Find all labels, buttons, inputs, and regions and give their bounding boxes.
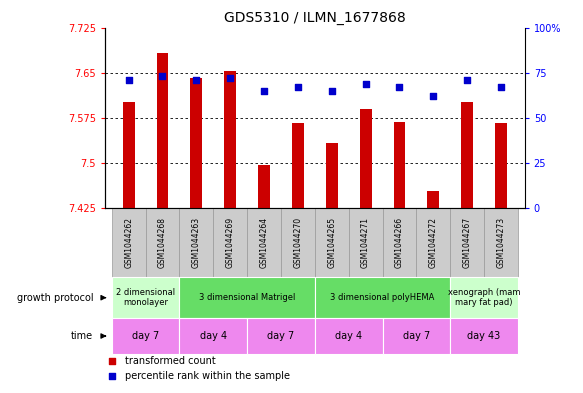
Text: 3 dimensional polyHEMA: 3 dimensional polyHEMA — [331, 293, 435, 302]
Text: GSM1044268: GSM1044268 — [158, 217, 167, 268]
Point — [226, 75, 235, 81]
Bar — [112, 277, 180, 318]
Bar — [416, 208, 450, 277]
Bar — [315, 277, 450, 318]
Bar — [495, 123, 507, 208]
Text: xenograph (mam
mary fat pad): xenograph (mam mary fat pad) — [448, 288, 521, 307]
Bar — [112, 208, 146, 277]
Bar — [394, 122, 405, 208]
Bar — [281, 208, 315, 277]
Bar — [180, 277, 315, 318]
Bar — [360, 109, 371, 208]
Bar — [315, 208, 349, 277]
Bar — [450, 277, 518, 318]
Bar — [122, 102, 135, 208]
Text: GSM1044264: GSM1044264 — [259, 217, 269, 268]
Text: GSM1044273: GSM1044273 — [497, 217, 505, 268]
Bar — [112, 318, 180, 354]
Text: growth protocol: growth protocol — [17, 293, 93, 303]
Bar — [450, 208, 484, 277]
Bar — [224, 72, 236, 208]
Bar — [450, 318, 518, 354]
Bar — [349, 208, 382, 277]
Bar — [427, 191, 439, 208]
Bar — [484, 208, 518, 277]
Bar — [258, 165, 270, 208]
Point — [395, 84, 404, 90]
Bar — [157, 53, 168, 208]
Text: GSM1044266: GSM1044266 — [395, 217, 404, 268]
Point — [293, 84, 303, 90]
Bar — [315, 318, 382, 354]
Bar — [191, 78, 202, 208]
Text: GSM1044271: GSM1044271 — [361, 217, 370, 268]
Text: GSM1044265: GSM1044265 — [327, 217, 336, 268]
Text: GSM1044272: GSM1044272 — [429, 217, 438, 268]
Title: GDS5310 / ILMN_1677868: GDS5310 / ILMN_1677868 — [224, 11, 406, 25]
Point — [192, 77, 201, 83]
Bar — [180, 208, 213, 277]
Point — [429, 93, 438, 99]
Bar — [247, 318, 315, 354]
Text: GSM1044262: GSM1044262 — [124, 217, 133, 268]
Point — [124, 77, 134, 83]
Text: day 7: day 7 — [403, 331, 430, 341]
Point — [496, 84, 505, 90]
Point — [462, 77, 472, 83]
Bar — [180, 318, 247, 354]
Text: day 43: day 43 — [468, 331, 501, 341]
Bar — [292, 123, 304, 208]
Text: 2 dimensional
monolayer: 2 dimensional monolayer — [116, 288, 175, 307]
Text: percentile rank within the sample: percentile rank within the sample — [125, 371, 290, 381]
Point — [259, 88, 269, 94]
Text: GSM1044270: GSM1044270 — [293, 217, 303, 268]
Text: day 4: day 4 — [335, 331, 362, 341]
Text: transformed count: transformed count — [125, 356, 216, 365]
Text: day 4: day 4 — [200, 331, 227, 341]
Text: GSM1044267: GSM1044267 — [463, 217, 472, 268]
Text: 3 dimensional Matrigel: 3 dimensional Matrigel — [199, 293, 296, 302]
Text: day 7: day 7 — [268, 331, 294, 341]
Text: GSM1044269: GSM1044269 — [226, 217, 235, 268]
Text: GSM1044263: GSM1044263 — [192, 217, 201, 268]
Bar — [382, 318, 450, 354]
Bar — [461, 102, 473, 208]
Bar — [146, 208, 180, 277]
Bar — [213, 208, 247, 277]
Bar — [247, 208, 281, 277]
Bar — [326, 143, 338, 208]
Text: time: time — [71, 331, 93, 341]
Bar — [382, 208, 416, 277]
Text: day 7: day 7 — [132, 331, 159, 341]
Point — [158, 73, 167, 79]
Point — [361, 81, 370, 87]
Point — [327, 88, 336, 94]
